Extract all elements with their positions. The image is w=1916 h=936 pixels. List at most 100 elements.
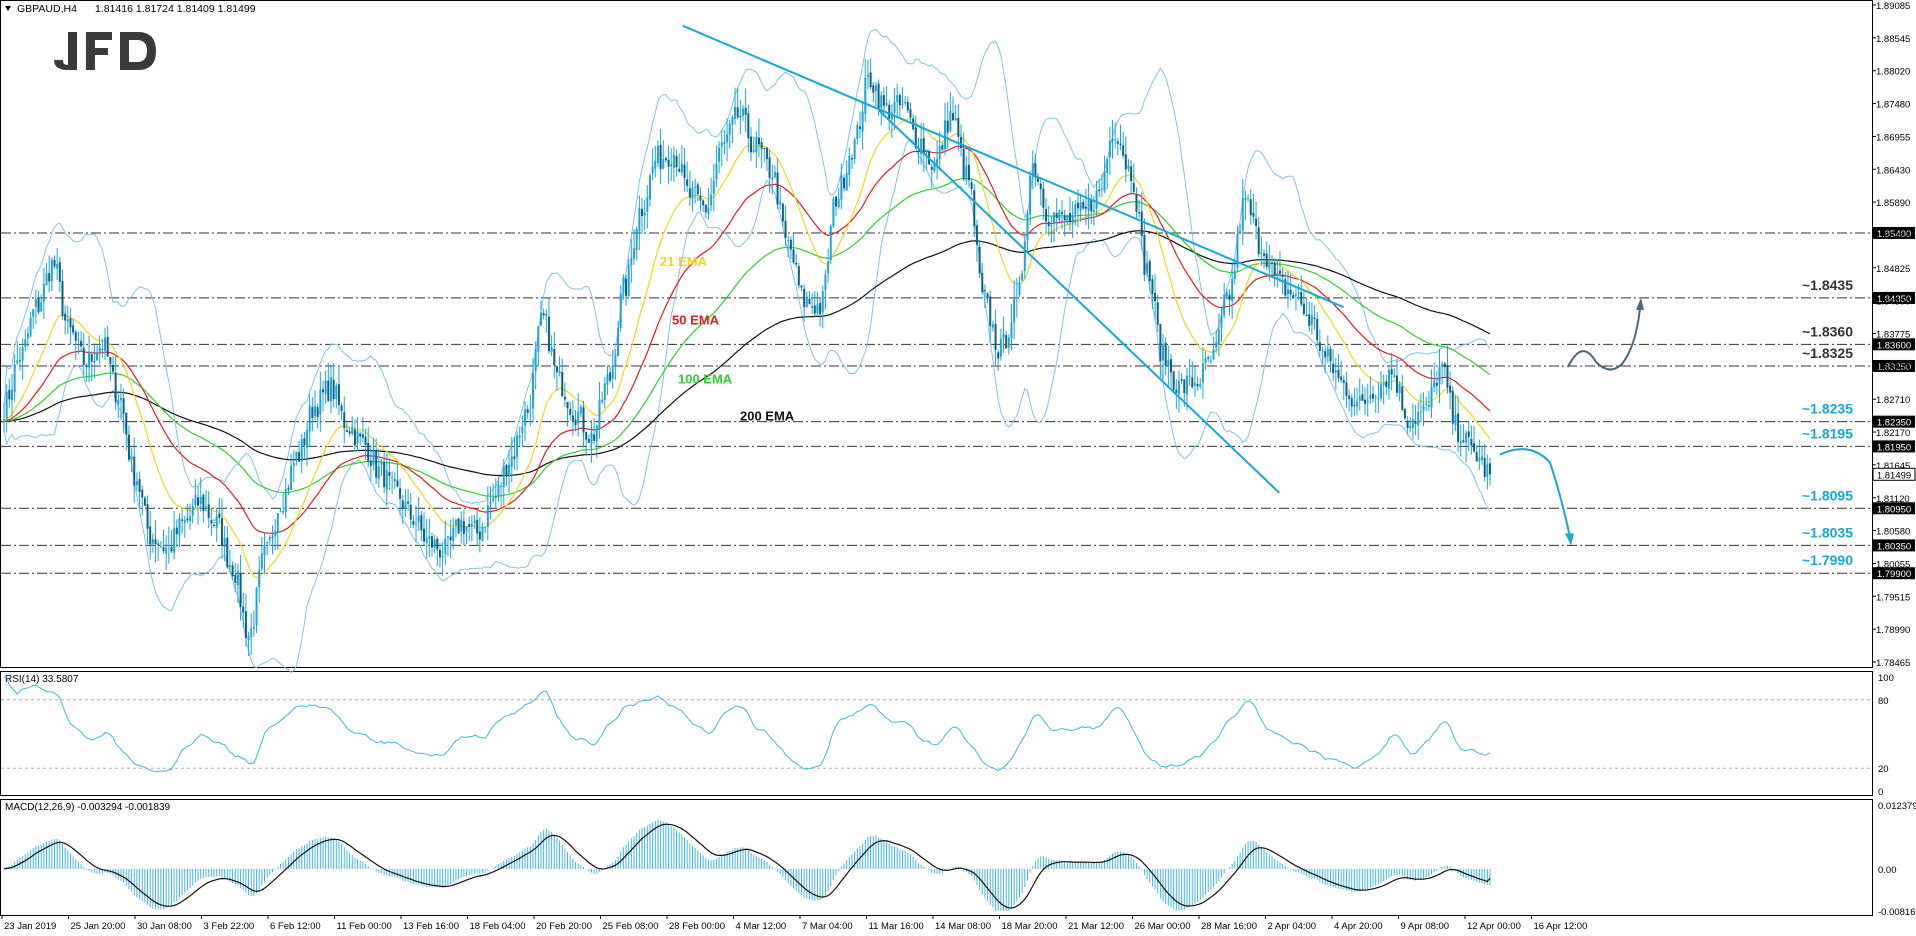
candle [252,610,255,637]
trendline-lower [878,109,1280,494]
candle [555,365,558,391]
price-tick-label: 1.87480 [1876,100,1910,111]
candle [143,495,146,507]
bullish-scenario-arrow [1567,297,1644,371]
candle [316,403,319,429]
candle [954,104,957,122]
level-price-badge: 1.80950 [1873,502,1915,515]
time-tick-label: 28 Feb 00:00 [669,921,725,932]
candle [454,518,457,538]
candle [202,493,205,522]
candle [981,262,984,295]
candle [1337,354,1340,383]
candle [207,491,210,529]
candle [662,140,665,170]
candle [755,131,758,169]
level-label: ~1.7990 [1802,552,1853,568]
candle [1031,150,1034,190]
candle [747,104,750,153]
ema100-line [3,177,1491,497]
candle [329,364,332,414]
candle [574,409,577,432]
candle [978,239,981,279]
price-tick-label: 1.85365 [1876,231,1910,242]
candle [606,365,609,396]
candle [1106,157,1109,189]
candle [375,438,378,484]
candle [1393,368,1396,378]
candle [1478,439,1481,470]
candle [768,149,771,193]
candle [582,400,585,448]
candle [1185,367,1188,411]
candle [135,472,138,492]
candle [1039,178,1042,206]
candle [611,350,614,389]
candle [1390,352,1393,391]
candle [704,204,707,219]
candle [888,100,891,131]
ema50-label: 50 EMA [672,313,720,328]
candle [952,96,955,121]
candle [194,479,197,508]
candle [173,511,176,560]
time-tick-label: 25 Jan 20:00 [71,921,126,932]
rsi-tick-label: 20 [1878,764,1889,775]
price-tick-label: 1.83235 [1876,362,1910,373]
candle [1417,401,1420,440]
candle [446,535,449,557]
candle [524,401,527,442]
candle [412,515,415,529]
candle [90,351,93,382]
candle [18,347,21,371]
candle [848,147,851,187]
candle [1207,355,1210,363]
candle [1239,223,1242,235]
candle [1037,173,1040,186]
candle [1395,358,1398,397]
candle [1116,137,1119,156]
candle [1470,425,1473,455]
candle [827,248,830,283]
candle [598,381,601,439]
candle [1013,280,1016,340]
candle [117,390,120,419]
candle [1255,201,1258,240]
candle [858,111,861,139]
candle [983,284,986,309]
candle [869,58,872,90]
candle [675,149,678,177]
level-price-badge: 1.80350 [1873,539,1915,552]
candle [1385,374,1388,395]
candle [997,349,1000,371]
candle [1071,201,1074,238]
candle [1076,189,1079,227]
price-tick-label: 1.80055 [1876,559,1910,570]
candle [1289,273,1292,301]
candle [476,511,479,546]
collapse-triangle-icon[interactable] [5,6,11,11]
candle [837,187,840,209]
candle [457,517,460,534]
candle [1061,200,1064,230]
candle [45,263,48,286]
candle [428,519,431,558]
time-tick-label: 25 Feb 08:00 [603,921,659,932]
candle [808,290,811,305]
candle [1172,370,1175,394]
candle [843,174,846,192]
rsi-indicator: RSI(14) 33.5807 100 80 20 0 [1,673,1894,798]
candle [1087,183,1090,230]
candle [795,254,798,268]
candle [545,309,548,333]
candle [989,290,992,343]
candle [319,371,322,432]
candle [1082,198,1085,210]
candle [1084,188,1087,226]
level-labels: ~1.8435 ~1.8360 ~1.8325 ~1.8235 ~1.8195 ~1.80… [1802,277,1853,568]
candle [508,450,511,493]
candle [550,335,553,357]
candle [659,128,662,185]
candle [906,96,909,114]
candle [1018,275,1021,297]
